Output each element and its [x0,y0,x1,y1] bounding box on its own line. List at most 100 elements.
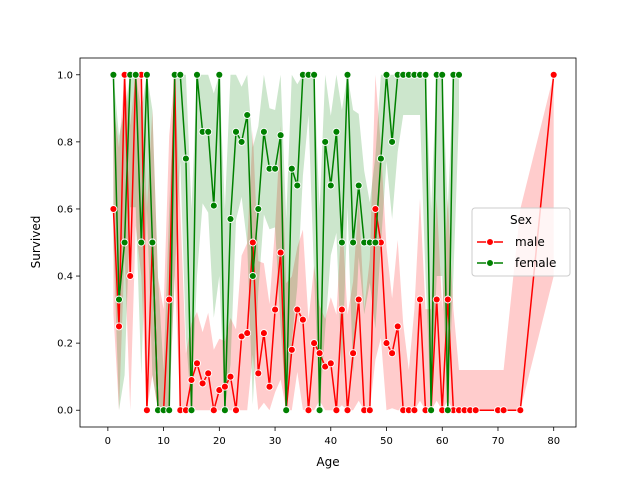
point-series-0 [259,329,268,338]
legend-box [471,207,571,277]
x-axis-ticks: 0 10 20 30 40 50 60 70 80 [105,427,560,447]
point-series-1 [248,272,257,280]
legend: Sex male female [471,207,571,277]
point-series-1 [148,238,157,247]
point-series-0 [115,322,123,331]
point-series-1 [315,406,324,415]
point-series-1 [243,111,252,119]
x-tick-label: 10 [157,436,170,447]
legend-female-label: female [515,256,556,270]
point-series-0 [198,379,207,388]
point-series-0 [209,406,218,415]
point-series-0 [432,295,441,304]
legend-male-marker [486,238,494,246]
point-series-1 [176,70,185,79]
plot-frame [79,57,577,428]
x-tick-label: 70 [492,436,505,447]
point-series-0 [349,349,358,358]
point-series-1 [443,406,452,415]
point-series-1 [371,238,380,247]
point-series-1 [382,70,391,79]
point-series-0 [126,272,135,280]
y-axis-ticks: 0.0 0.2 0.4 0.6 0.8 1.0 [57,70,80,417]
point-series-1 [421,70,430,79]
point-series-0 [416,295,424,304]
point-series-1 [187,406,196,415]
y-tick-label: 0.6 [57,204,73,215]
point-series-1 [215,70,224,79]
point-series-0 [226,372,235,381]
y-tick-label: 1.0 [57,70,73,81]
point-series-0 [371,205,380,213]
point-series-1 [181,154,190,163]
point-series-0 [365,406,374,415]
point-series-0 [499,406,508,415]
point-series-1 [455,70,463,79]
point-series-1 [276,131,285,140]
point-series-0 [248,238,257,247]
point-series-1 [254,205,263,213]
point-series-1 [271,164,280,173]
point-series-1 [388,137,397,146]
y-tick-label: 0.2 [57,339,73,350]
point-series-0 [142,406,151,415]
point-series-1 [193,70,201,79]
point-series-0 [304,406,313,415]
confidence-bands [113,74,554,411]
x-tick-label: 40 [324,436,337,447]
point-series-0 [215,386,224,395]
point-series-1 [287,164,296,173]
point-series-1 [282,406,291,415]
point-series-1 [209,201,218,210]
point-series-0 [220,382,229,391]
point-series-0 [232,406,240,415]
point-series-0 [276,248,285,257]
point-series-1 [237,137,246,146]
point-series-1 [226,215,235,223]
band-series-1 [113,74,460,411]
point-series-0 [382,339,391,348]
x-tick-label: 80 [547,436,560,447]
point-series-0 [471,406,480,415]
point-series-0 [354,295,363,304]
y-axis-label: Survived [29,216,43,269]
point-series-0 [243,329,252,338]
band-series-0 [113,74,554,411]
point-series-1 [109,70,118,79]
point-series-0 [193,359,201,368]
point-series-1 [349,238,358,247]
point-series-0 [298,315,307,324]
point-series-0 [393,322,402,331]
point-series-1 [115,295,123,304]
point-series-1 [142,70,151,79]
point-series-0 [337,305,346,314]
line-series-0 [112,74,555,411]
x-tick-label: 20 [213,436,226,447]
point-series-0 [343,406,352,415]
point-series-0 [293,305,302,314]
point-series-1 [321,137,330,146]
series-markers [109,70,558,415]
point-series-1 [232,127,240,136]
point-series-1 [354,181,363,190]
point-series-1 [376,154,385,163]
point-series-0 [315,349,324,358]
point-series-0 [549,70,558,79]
point-series-1 [438,70,447,79]
point-series-1 [337,238,346,247]
point-series-0 [271,305,280,314]
y-tick-label: 0.0 [57,406,73,417]
y-tick-label: 0.8 [57,137,73,148]
y-tick-label: 0.4 [57,272,73,283]
x-tick-label: 50 [380,436,393,447]
point-series-0 [204,369,213,378]
point-series-1 [332,127,341,136]
point-series-0 [326,359,335,368]
point-series-0 [443,295,452,304]
point-series-0 [165,295,174,304]
legend-title: Sex [510,213,532,227]
point-series-0 [410,406,419,415]
point-series-0 [516,406,525,415]
point-series-0 [254,369,263,378]
